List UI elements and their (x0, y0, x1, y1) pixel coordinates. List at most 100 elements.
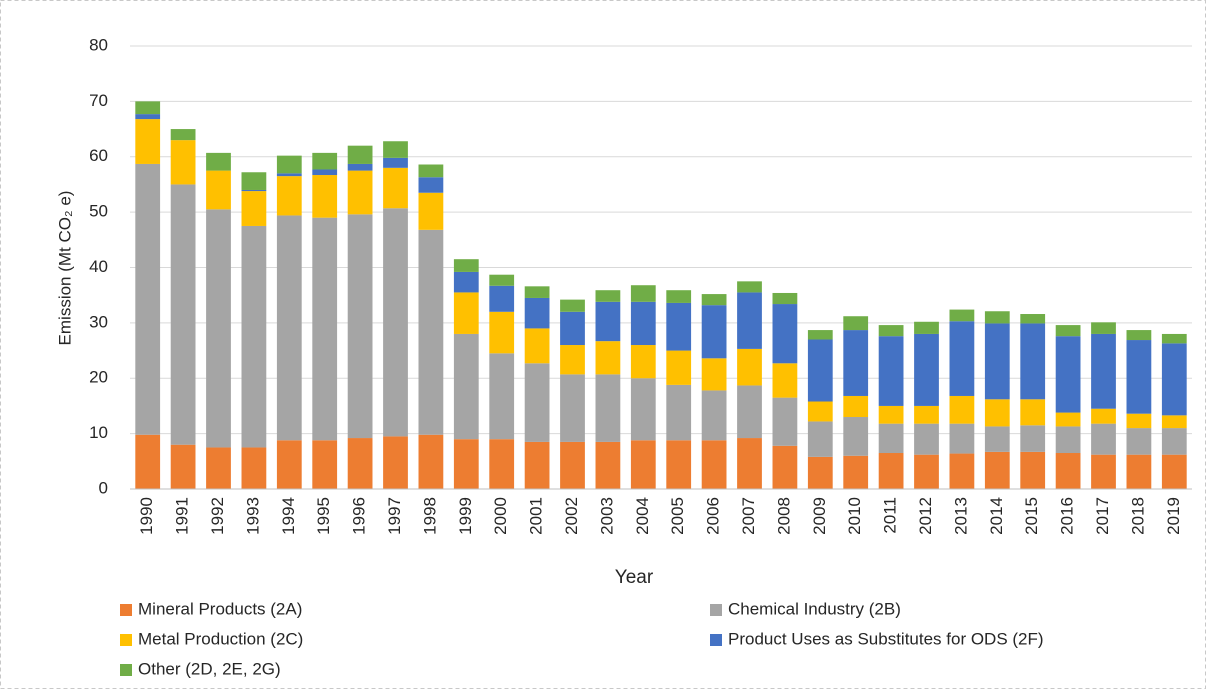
bar-segment (312, 152, 338, 170)
bar-segment (878, 325, 904, 337)
bar-segment (701, 440, 727, 489)
bar-segment (666, 290, 692, 303)
x-tick-label: 1995 (314, 497, 333, 535)
bar-segment (1055, 453, 1081, 489)
bar-segment (383, 141, 408, 158)
bar-segment (524, 297, 550, 329)
bar-segment (1126, 428, 1152, 455)
bar-segment (843, 455, 869, 489)
bar-segment (1020, 451, 1046, 489)
bar-segment (206, 170, 231, 210)
x-tick-label: 2017 (1093, 497, 1112, 535)
bar-segment (666, 350, 692, 385)
bar-segment (595, 290, 621, 302)
bar-segment (1055, 412, 1081, 427)
bar-segment (312, 169, 338, 176)
bar-segment (949, 453, 975, 489)
bar-segment (276, 173, 302, 177)
x-tick-label: 2000 (491, 497, 510, 535)
bar-segment (595, 301, 621, 342)
bar-segment (878, 423, 904, 454)
legend-label: Product Uses as Substitutes for ODS (2F) (728, 629, 1044, 648)
x-tick-label: 2015 (1022, 497, 1041, 535)
bar-segment (241, 189, 267, 192)
bar-segment (843, 330, 869, 396)
bar-segment (347, 214, 373, 439)
bar-segment (560, 441, 585, 489)
bar-segment (595, 374, 621, 442)
bar-segment (984, 399, 1010, 427)
bar-segment (1055, 325, 1081, 337)
bar-segment (1091, 408, 1116, 424)
x-tick-label: 1991 (173, 497, 192, 535)
bar-segment (241, 191, 267, 226)
x-tick-label: 2019 (1164, 497, 1183, 535)
bar-segment (878, 405, 904, 424)
bar-segment (1091, 423, 1116, 455)
bar-segment (560, 374, 585, 442)
bar-segment (878, 453, 904, 489)
x-tick-label: 2007 (739, 497, 758, 535)
bar-segment (241, 225, 267, 448)
bar-segment (1055, 336, 1081, 413)
bar-segment (560, 311, 585, 346)
bar-segment (949, 395, 975, 424)
bar-segment (383, 157, 408, 168)
bar-segment (1091, 333, 1116, 409)
bar-segment (807, 339, 833, 402)
bar-segment (276, 176, 302, 216)
y-tick-label: 60 (89, 146, 108, 165)
bar-segment (1020, 399, 1046, 426)
bar-segment (206, 152, 231, 171)
x-tick-label: 2001 (527, 497, 546, 535)
legend-swatch (710, 634, 722, 646)
bar-segment (170, 184, 196, 445)
bar-segment (170, 444, 196, 489)
y-tick-label: 30 (89, 312, 108, 331)
x-tick-label: 1996 (350, 497, 369, 535)
bar-segment (1091, 322, 1116, 334)
bar-segment (772, 292, 798, 305)
bar-segment (737, 348, 762, 386)
bar-segment (949, 423, 975, 454)
bar-segment (914, 423, 939, 455)
bar-segment (914, 333, 939, 406)
bar-segment (489, 439, 515, 489)
x-tick-label: 1990 (137, 497, 156, 535)
x-tick-label: 1999 (456, 497, 475, 535)
y-tick-label: 70 (89, 91, 108, 110)
bar-segment (418, 434, 444, 489)
bar-segment (453, 292, 479, 334)
bar-segment (241, 172, 267, 190)
legend-label: Chemical Industry (2B) (728, 599, 901, 618)
bar-segment (135, 114, 161, 120)
bar-segment (772, 363, 798, 398)
bar-segment (383, 167, 408, 209)
bar-segment (701, 390, 727, 441)
bar-segment (206, 447, 231, 489)
bar-segment (241, 447, 267, 489)
bar-segment (524, 328, 550, 364)
bar-segment (276, 440, 302, 489)
bar-segment (524, 286, 550, 298)
bar-segment (276, 215, 302, 441)
bar-segment (1020, 425, 1046, 452)
bar-segment (312, 440, 338, 489)
y-tick-label: 80 (89, 35, 108, 54)
bar-segment (135, 163, 161, 435)
y-tick-label: 20 (89, 368, 108, 387)
bar-segment (418, 164, 444, 178)
y-tick-label: 10 (89, 423, 108, 442)
bar-segment (312, 217, 338, 441)
bar-segment (383, 208, 408, 437)
x-tick-label: 1997 (385, 497, 404, 535)
legend-label: Metal Production (2C) (138, 629, 303, 648)
bar-segment (630, 440, 656, 489)
bar-segment (914, 454, 939, 489)
bar-segment (984, 311, 1010, 324)
bar-segment (914, 405, 939, 424)
x-tick-label: 2008 (774, 497, 793, 535)
bar-segment (170, 129, 196, 141)
x-tick-label: 2018 (1128, 497, 1147, 535)
